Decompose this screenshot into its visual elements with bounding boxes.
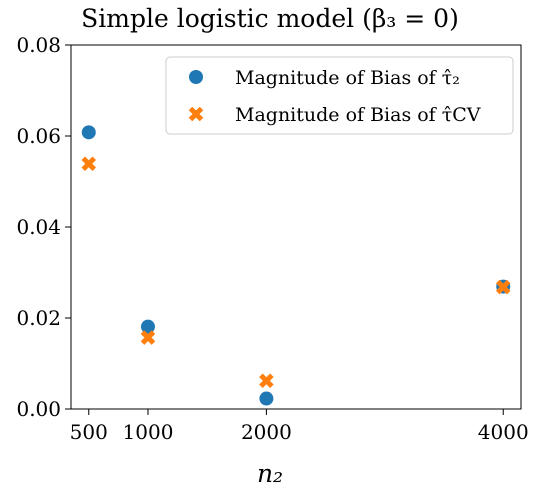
legend-box [165,56,514,135]
x-axis-label: n₂ [257,459,283,488]
data-point-x [259,373,274,389]
y-tick-label: 0.00 [16,397,61,421]
data-points [81,125,511,406]
data-point-circle [259,391,274,406]
plot-area: 500 1000 2000 4000 0.00 0.02 0.04 0.06 0.08 [16,33,528,444]
legend-marker [189,70,203,84]
legend: Magnitude of Bias of τ̂₂ Magnitude of Bia… [165,56,514,135]
legend-marker [188,106,204,122]
x-tick-label: 1000 [123,420,174,444]
x-tick-label: 4000 [478,420,529,444]
legend-label: Magnitude of Bias of τ̂CV [235,104,481,126]
data-point-circle [81,125,96,140]
data-point-x [81,156,97,172]
y-tick-label: 0.04 [16,215,61,239]
y-tick-label: 0.06 [16,124,61,148]
data-point-x [140,330,156,345]
data-point-x [495,279,511,295]
data-point-circle [140,319,155,334]
chart-title: Simple logistic model (β₃ = 0) [81,4,459,33]
legend-label: Magnitude of Bias of τ̂₂ [235,67,460,89]
y-tick-label: 0.02 [16,306,61,330]
y-tick-label: 0.08 [16,33,61,57]
x-tick-label: 500 [70,420,108,444]
x-tick-label: 2000 [241,420,292,444]
